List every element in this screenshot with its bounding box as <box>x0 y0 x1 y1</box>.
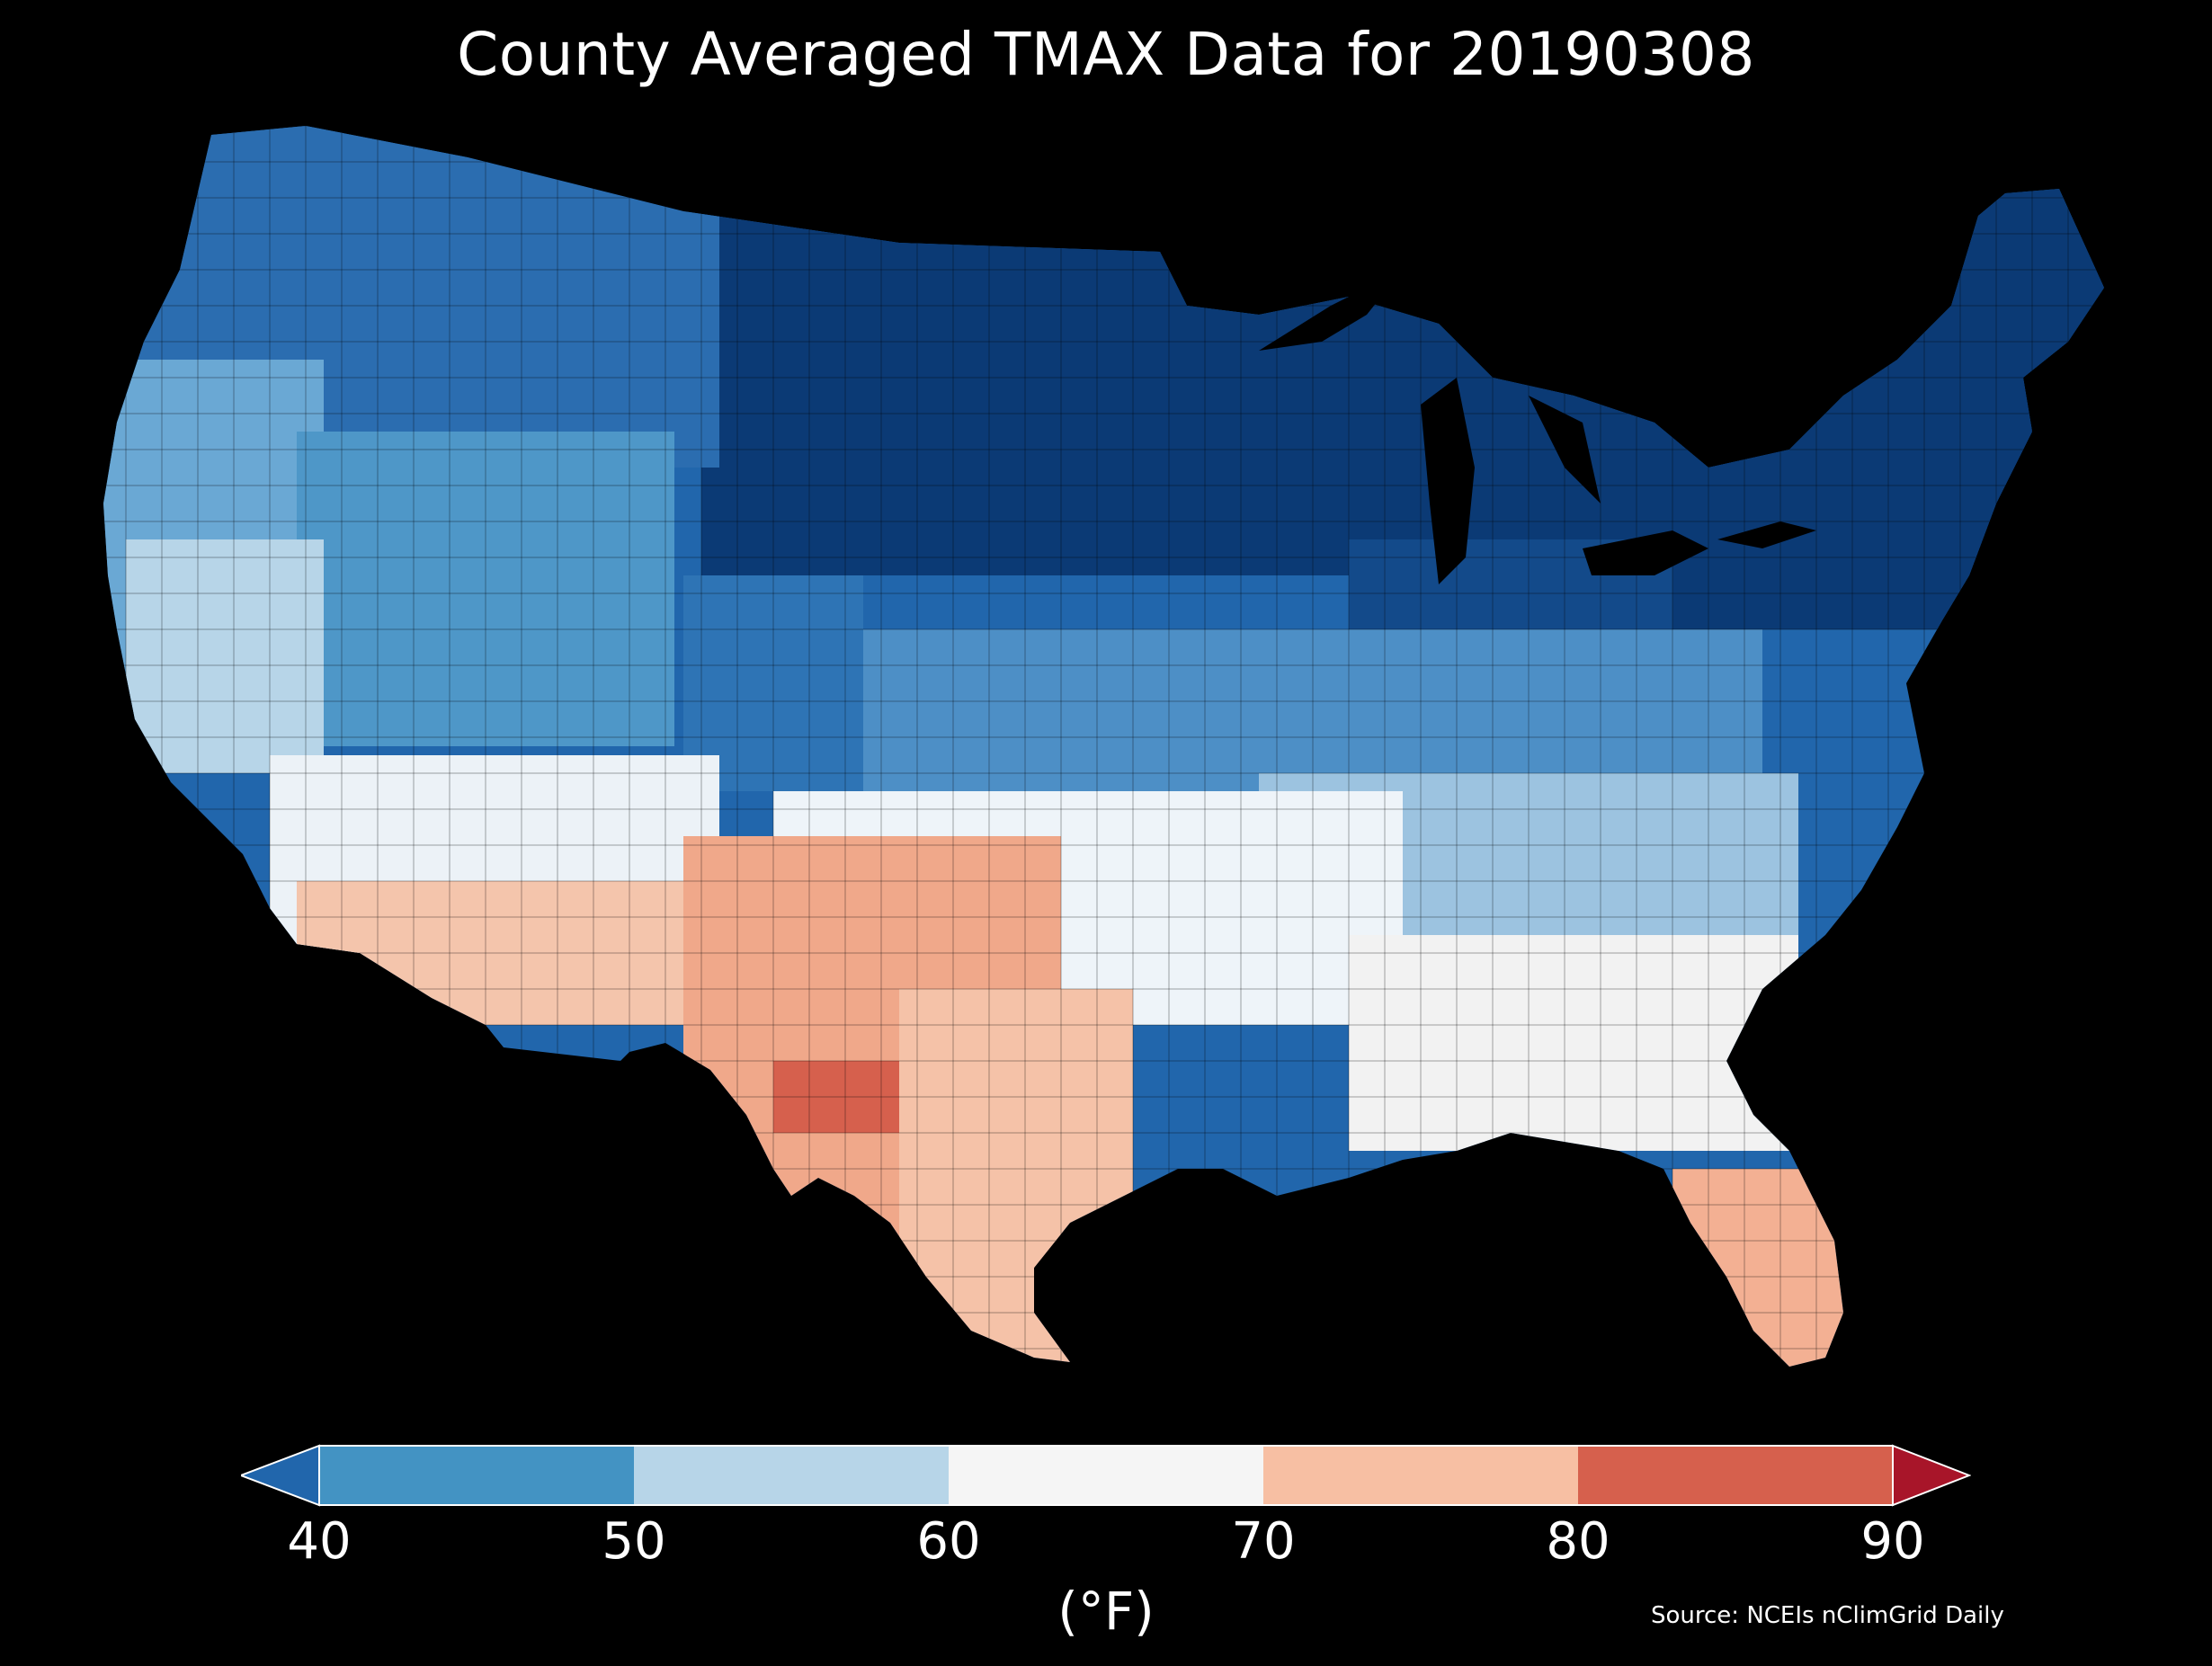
colorbar-bin-80-90 <box>1578 1446 1893 1505</box>
colorbar-bin-below <box>241 1444 320 1507</box>
colorbar-tick-label: 80 <box>1546 1512 1610 1571</box>
colorbar-bin-50-60 <box>634 1446 949 1505</box>
colorbar-bin-70-80 <box>1263 1446 1578 1505</box>
source-credit: Source: NCEIs nClimGrid Daily <box>1651 1602 2004 1629</box>
colorbar-unit-label: (°F) <box>1057 1581 1155 1642</box>
colorbar-tick-label: 50 <box>602 1512 666 1571</box>
colorbar-bin-60-70 <box>949 1446 1263 1505</box>
colorbar-tick-label: 40 <box>287 1512 352 1571</box>
colorbar-bin-above <box>1892 1444 1971 1507</box>
colorbar-tick-label: 90 <box>1860 1512 1925 1571</box>
colorbar <box>241 1444 1971 1507</box>
chart-title: County Averaged TMAX Data for 20190308 <box>457 20 1755 89</box>
county-map <box>103 126 2104 1367</box>
colorbar-tick-label: 70 <box>1231 1512 1296 1571</box>
colorbar-bin-40-50 <box>319 1446 634 1505</box>
colorbar-tick-label: 60 <box>916 1512 981 1571</box>
